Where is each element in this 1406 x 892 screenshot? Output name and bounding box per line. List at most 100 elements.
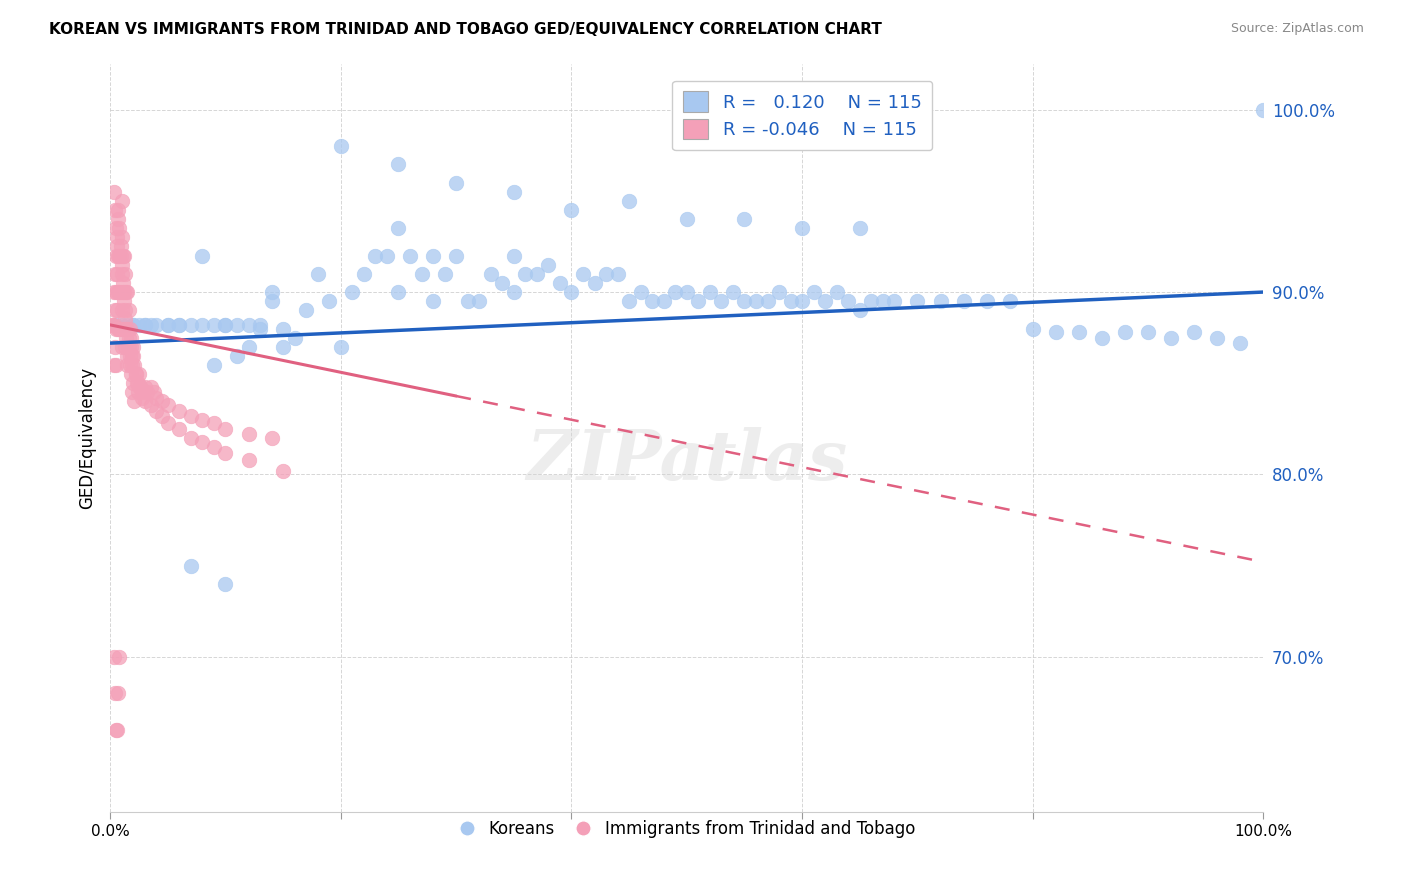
Point [537, 258, 560, 272]
Point [560, 285, 582, 299]
Point [202, 440, 225, 454]
Point [121, 358, 143, 372]
Point [214, 577, 236, 591]
Point [127, 376, 149, 391]
Point [107, 285, 129, 299]
Point [112, 285, 135, 299]
Text: ZIPatlas: ZIPatlas [526, 426, 848, 494]
Point [139, 380, 162, 394]
Point [214, 318, 236, 332]
Point [444, 176, 467, 190]
Point [907, 294, 929, 309]
Point [103, 185, 125, 199]
Point [104, 340, 127, 354]
Point [111, 194, 134, 208]
Point [110, 239, 132, 253]
Point [444, 249, 467, 263]
Point [271, 321, 294, 335]
Point [110, 249, 132, 263]
Point [115, 331, 138, 345]
Point [202, 417, 225, 431]
Point [952, 294, 974, 309]
Point [214, 422, 236, 436]
Point [733, 294, 755, 309]
Point [572, 267, 595, 281]
Point [560, 202, 582, 217]
Point [107, 249, 129, 263]
Point [721, 285, 744, 299]
Point [120, 367, 142, 381]
Point [526, 267, 548, 281]
Point [107, 202, 129, 217]
Point [111, 276, 134, 290]
Point [364, 249, 387, 263]
Point [1045, 325, 1067, 339]
Point [411, 267, 433, 281]
Point [122, 349, 145, 363]
Point [105, 723, 128, 737]
Point [180, 409, 202, 423]
Point [502, 249, 524, 263]
Point [108, 249, 131, 263]
Point [108, 321, 131, 335]
Point [131, 385, 153, 400]
Point [260, 431, 283, 445]
Point [117, 321, 139, 335]
Point [238, 340, 260, 354]
Point [502, 285, 524, 299]
Point [271, 464, 294, 478]
Point [342, 285, 364, 299]
Point [617, 294, 640, 309]
Point [422, 249, 444, 263]
Point [169, 422, 191, 436]
Point [104, 267, 127, 281]
Point [111, 318, 134, 332]
Point [104, 723, 127, 737]
Point [710, 294, 733, 309]
Point [169, 318, 191, 332]
Point [118, 321, 141, 335]
Point [125, 376, 148, 391]
Point [768, 285, 790, 299]
Point [115, 285, 138, 299]
Legend: Koreans, Immigrants from Trinidad and Tobago: Koreans, Immigrants from Trinidad and To… [451, 814, 922, 845]
Point [122, 318, 145, 332]
Point [112, 321, 135, 335]
Point [145, 318, 167, 332]
Point [101, 318, 124, 332]
Point [1229, 336, 1251, 351]
Point [630, 285, 652, 299]
Point [124, 367, 146, 381]
Point [387, 285, 409, 299]
Point [583, 276, 606, 290]
Point [976, 294, 998, 309]
Point [433, 267, 456, 281]
Point [479, 267, 502, 281]
Point [134, 394, 156, 409]
Point [353, 267, 375, 281]
Point [108, 285, 131, 299]
Point [111, 230, 134, 244]
Point [652, 294, 675, 309]
Point [180, 431, 202, 445]
Point [1182, 325, 1205, 339]
Point [114, 340, 136, 354]
Point [249, 321, 271, 335]
Point [111, 258, 134, 272]
Point [111, 267, 134, 281]
Point [837, 294, 859, 309]
Point [688, 294, 710, 309]
Point [214, 445, 236, 459]
Point [1114, 325, 1136, 339]
Point [271, 340, 294, 354]
Point [803, 285, 825, 299]
Point [110, 321, 132, 335]
Point [849, 221, 872, 235]
Point [118, 349, 141, 363]
Point [117, 358, 139, 372]
Point [468, 294, 491, 309]
Point [1067, 325, 1090, 339]
Point [105, 230, 128, 244]
Point [105, 239, 128, 253]
Text: KOREAN VS IMMIGRANTS FROM TRINIDAD AND TOBAGO GED/EQUIVALENCY CORRELATION CHART: KOREAN VS IMMIGRANTS FROM TRINIDAD AND T… [49, 22, 882, 37]
